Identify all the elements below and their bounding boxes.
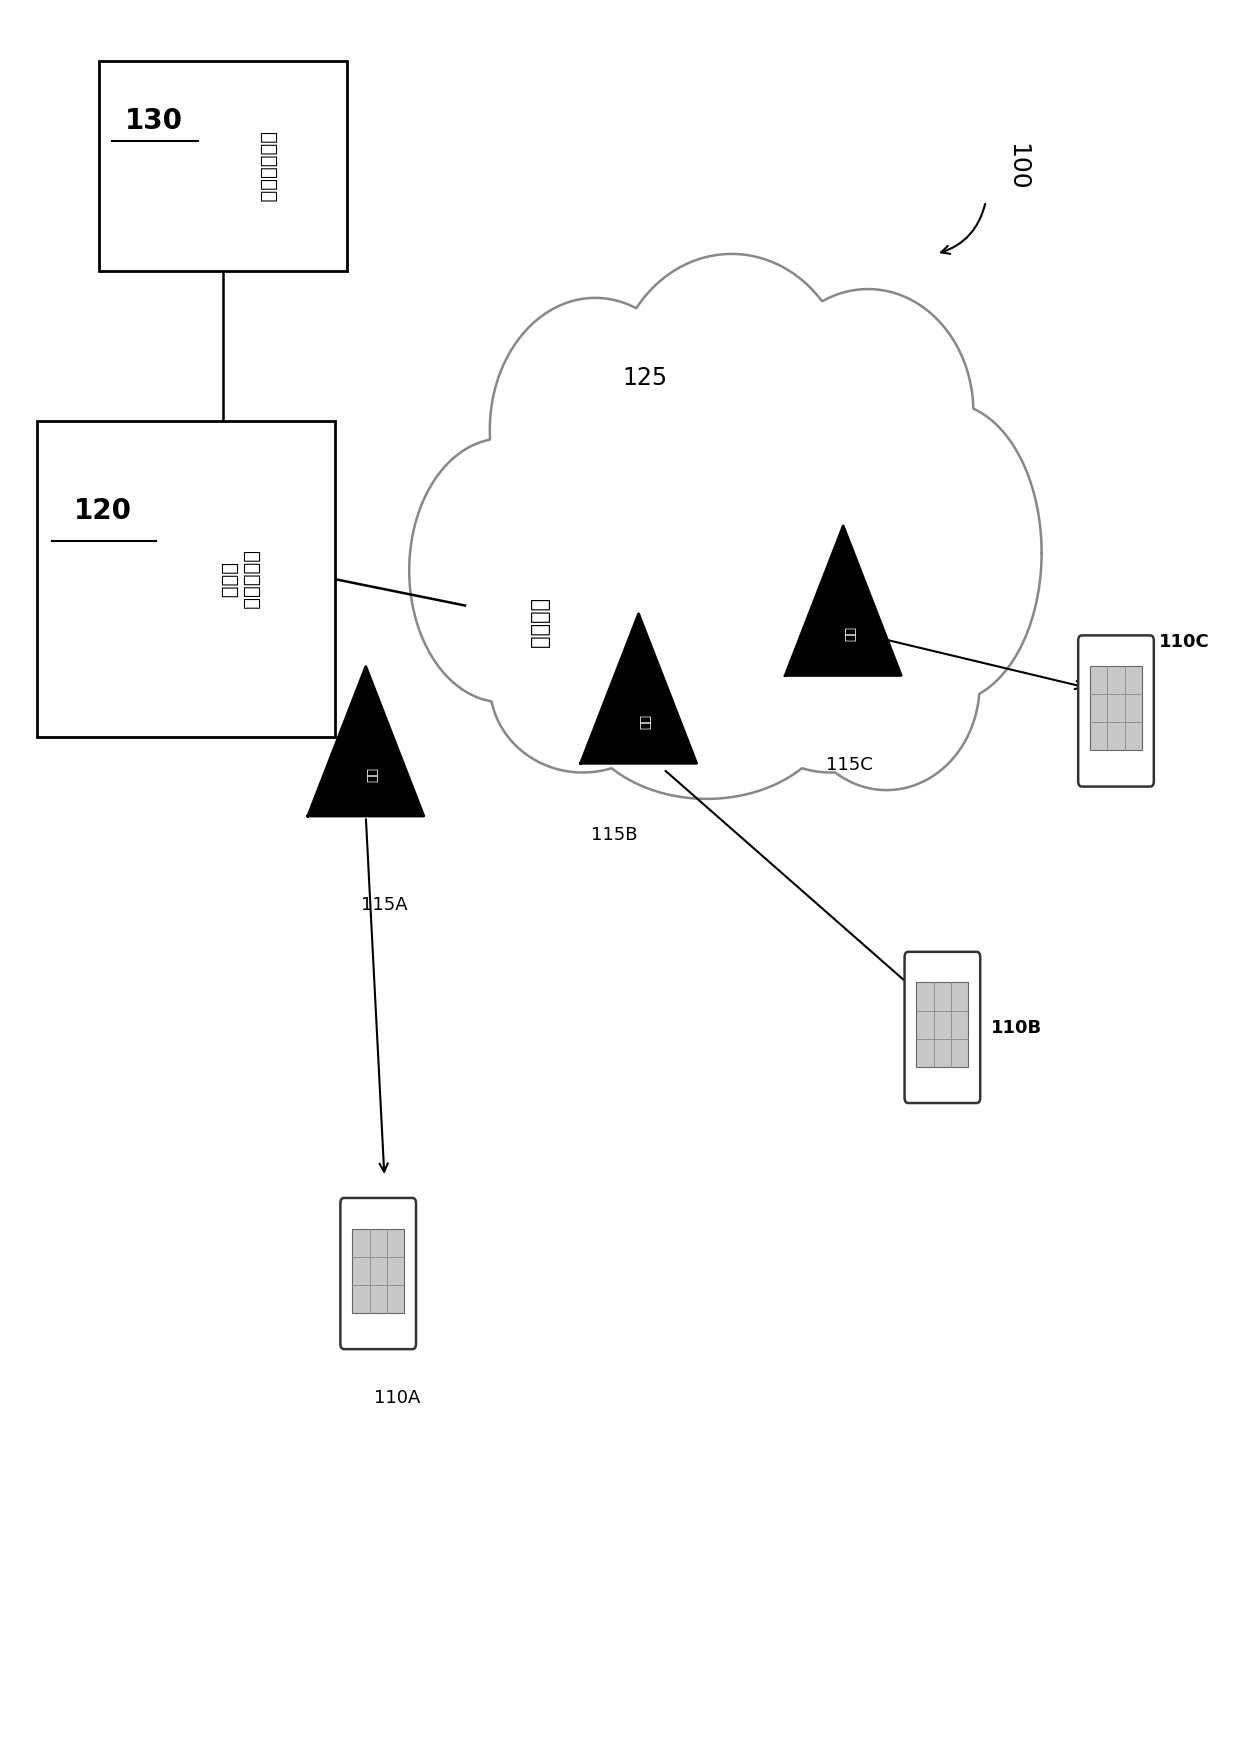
- Text: 120: 120: [73, 495, 131, 524]
- Ellipse shape: [490, 597, 676, 773]
- Text: 110C: 110C: [1159, 633, 1209, 650]
- FancyBboxPatch shape: [916, 982, 968, 1066]
- Text: 基站: 基站: [365, 768, 377, 782]
- Ellipse shape: [490, 299, 701, 562]
- Ellipse shape: [856, 404, 1042, 703]
- Ellipse shape: [763, 290, 973, 536]
- Text: 125: 125: [622, 365, 667, 390]
- FancyBboxPatch shape: [352, 1228, 404, 1312]
- Polygon shape: [580, 615, 697, 764]
- FancyBboxPatch shape: [905, 952, 980, 1103]
- Ellipse shape: [738, 597, 924, 773]
- Text: 100: 100: [1004, 142, 1029, 192]
- Text: 110A: 110A: [373, 1388, 420, 1406]
- Ellipse shape: [794, 580, 980, 791]
- Polygon shape: [308, 668, 424, 817]
- Text: 无线网络: 无线网络: [529, 599, 549, 648]
- FancyBboxPatch shape: [1090, 666, 1142, 750]
- Text: 分组核心网络: 分组核心网络: [258, 132, 278, 202]
- Ellipse shape: [614, 255, 849, 518]
- Ellipse shape: [409, 439, 595, 703]
- FancyBboxPatch shape: [99, 61, 347, 272]
- Text: 基站: 基站: [637, 715, 650, 729]
- FancyBboxPatch shape: [37, 422, 335, 738]
- Text: 110B: 110B: [991, 1019, 1043, 1037]
- Text: 无线电网络
控制器: 无线电网络 控制器: [219, 550, 260, 610]
- Text: 115A: 115A: [361, 896, 408, 914]
- Text: 基站: 基站: [842, 627, 854, 641]
- Text: 115B: 115B: [590, 826, 637, 843]
- Polygon shape: [785, 527, 901, 676]
- FancyBboxPatch shape: [340, 1198, 415, 1349]
- Text: 130: 130: [125, 107, 182, 135]
- FancyBboxPatch shape: [1079, 636, 1154, 787]
- Text: 115C: 115C: [826, 756, 873, 773]
- Ellipse shape: [577, 606, 837, 799]
